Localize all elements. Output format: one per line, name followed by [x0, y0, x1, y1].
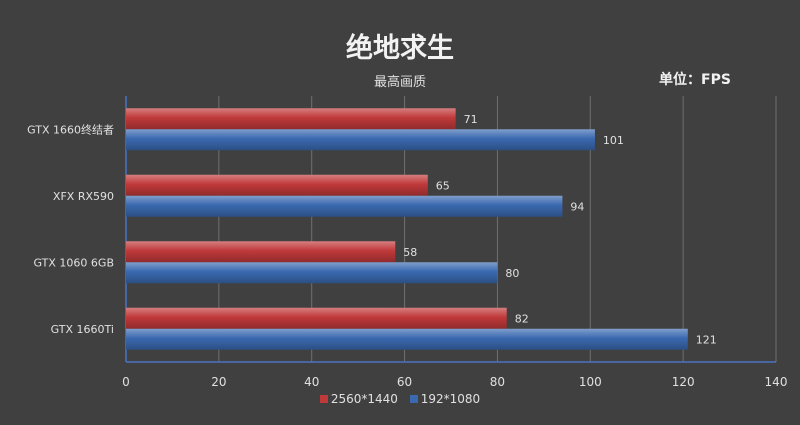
x-tick-label: 140: [765, 375, 788, 389]
data-label-series-1: 82: [515, 312, 529, 325]
legend-item-series-2: 192*1080: [409, 392, 481, 406]
y-category-label: GTX 1060 6GB: [34, 256, 114, 269]
x-tick-label: 60: [397, 375, 412, 389]
data-label-series-2: 80: [505, 267, 519, 280]
data-label-series-1: 71: [464, 113, 478, 126]
legend-label-series-1: 2560*1440: [330, 392, 398, 406]
x-tick-label: 120: [672, 375, 695, 389]
bar-series-2: [126, 262, 498, 284]
y-category-label: XFX RX590: [53, 190, 114, 203]
legend-label-series-2: 192*1080: [420, 392, 481, 406]
x-tick-label: 0: [122, 375, 130, 389]
legend-item-series-1: 2560*1440: [319, 392, 398, 406]
chart-subtitle: 最高画质: [373, 75, 426, 90]
data-label-series-1: 58: [403, 246, 417, 259]
x-tick-label: 80: [490, 375, 505, 389]
data-label-series-2: 121: [696, 333, 717, 346]
x-tick-label: 100: [579, 375, 602, 389]
unit-label: 单位：FPS: [659, 72, 731, 88]
chart-title: 绝地求生: [346, 33, 454, 64]
legend-swatch-series-1: [319, 394, 328, 403]
x-tick-label: 40: [304, 375, 319, 389]
bar-series-2: [126, 129, 595, 151]
data-label-series-2: 94: [570, 200, 584, 213]
data-label-series-2: 101: [603, 134, 624, 147]
bar-series-1: [126, 108, 456, 130]
bar-series-2: [126, 195, 563, 217]
legend-swatch-series-2: [409, 394, 418, 403]
bar-series-1: [126, 241, 396, 263]
legend: 2560*1440 192*1080: [0, 392, 800, 406]
bar-series-2: [126, 328, 688, 350]
y-category-label: GTX 1660Ti: [51, 323, 114, 336]
bar-series-1: [126, 307, 507, 329]
bar-series-1: [126, 174, 428, 196]
y-category-label: GTX 1660终结者: [27, 122, 114, 136]
data-label-series-1: 65: [436, 179, 450, 192]
x-tick-label: 20: [211, 375, 226, 389]
